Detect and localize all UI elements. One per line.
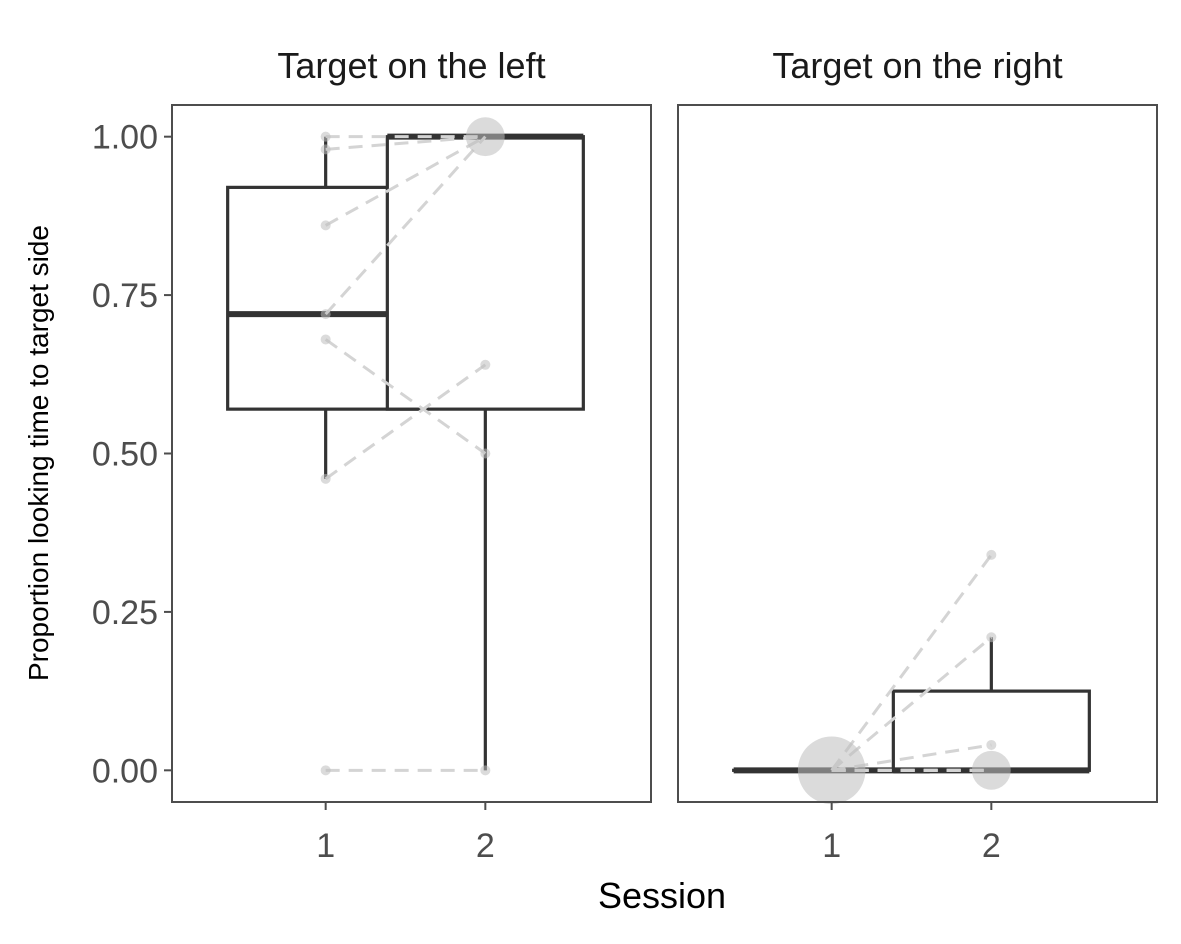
y-tick-label: 0.25: [92, 594, 158, 632]
pair-line: [325, 135, 486, 151]
pair-line: [324, 338, 487, 455]
facet-panel: Target on the left 1 2: [171, 45, 652, 865]
y-tick-label: 0.00: [92, 752, 158, 790]
pair-line: [324, 135, 487, 316]
data-point: [480, 448, 491, 459]
y-tick-label: 0.75: [92, 277, 158, 315]
pair-line: [324, 135, 487, 227]
y-tick-label: 1.00: [92, 119, 158, 157]
facet-panel: Target on the right 1 2: [677, 45, 1158, 865]
x-axis-title: Session: [598, 875, 726, 916]
y-tick-label: 0.50: [92, 436, 158, 474]
box-session-2: [891, 637, 1091, 774]
x-tick-label: 2: [982, 827, 1001, 865]
data-point: [971, 750, 1011, 790]
data-point: [320, 473, 331, 484]
data-point: [986, 549, 997, 560]
panel-border: [677, 104, 1158, 803]
data-point: [320, 220, 331, 231]
pair-line: [830, 636, 993, 772]
data-points: [320, 117, 505, 776]
data-point: [480, 765, 491, 776]
x-tick-label: 2: [476, 827, 495, 865]
data-point: [986, 739, 997, 750]
data-point: [320, 334, 331, 345]
x-tick-label: 1: [822, 827, 841, 865]
data-point: [320, 765, 331, 776]
facet-title: Target on the right: [772, 45, 1062, 86]
data-point: [320, 144, 331, 155]
data-points: [797, 549, 1011, 805]
data-point: [986, 632, 997, 643]
pair-lines: [324, 135, 487, 772]
facet-title: Target on the left: [277, 45, 545, 86]
data-point: [320, 309, 331, 320]
facet-panels: Target on the left 1 2 Target on the right 1…: [171, 45, 1158, 865]
y-axis: 0.00 0.25 0.50 0.75 1.00: [92, 119, 172, 790]
data-point: [480, 359, 491, 370]
y-axis-title: Proportion looking time to target side: [23, 225, 54, 681]
data-point: [320, 131, 331, 142]
pair-line: [324, 363, 487, 481]
data-point: [465, 117, 505, 157]
x-tick-label: 1: [316, 827, 335, 865]
data-point: [797, 736, 866, 805]
